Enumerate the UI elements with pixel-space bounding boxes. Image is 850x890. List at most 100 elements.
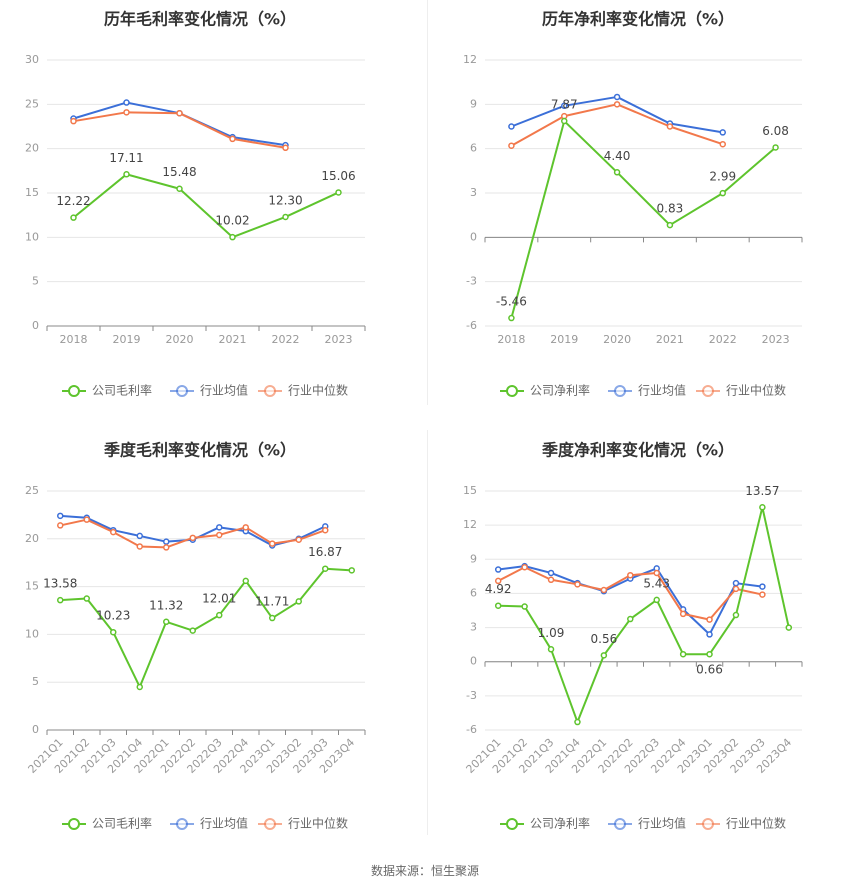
y-tick-label: 15 bbox=[463, 484, 477, 497]
data-point-average bbox=[57, 512, 64, 520]
series-line-company bbox=[498, 506, 790, 724]
legend-label: 公司净利率 bbox=[530, 383, 590, 398]
y-tick-label: 20 bbox=[25, 532, 39, 545]
legend-item-median: 行业中位数 bbox=[696, 816, 786, 831]
series-line-median bbox=[73, 111, 286, 149]
data-point-median bbox=[269, 540, 276, 547]
data-point-median bbox=[574, 581, 581, 588]
data-point-company bbox=[666, 221, 674, 229]
data-point-company bbox=[163, 618, 170, 626]
legend-label: 行业中位数 bbox=[288, 816, 348, 831]
data-point-company bbox=[627, 615, 634, 623]
data-point-median bbox=[547, 576, 555, 584]
x-tick-label: 2023 bbox=[325, 333, 353, 346]
series-line-average bbox=[73, 101, 286, 147]
data-point-company bbox=[335, 189, 342, 196]
legend-label: 公司净利率 bbox=[530, 816, 590, 831]
data-point-median bbox=[494, 577, 502, 585]
y-tick-label: 9 bbox=[470, 552, 477, 565]
data-point-average bbox=[759, 583, 766, 590]
data-point-median bbox=[123, 109, 130, 116]
data-point-company bbox=[719, 189, 726, 197]
x-tick-label: 2022 bbox=[709, 333, 737, 346]
data-point-company bbox=[70, 214, 77, 221]
data-point-company bbox=[759, 504, 766, 511]
data-point-average bbox=[216, 524, 223, 531]
data-point-median bbox=[57, 522, 64, 529]
y-tick-label: 10 bbox=[25, 627, 39, 640]
vertical-divider-top bbox=[427, 0, 428, 405]
legend-swatch-marker bbox=[68, 818, 80, 830]
data-point-median bbox=[322, 526, 329, 534]
data-point-median bbox=[242, 524, 249, 531]
y-tick-label: 5 bbox=[32, 275, 39, 288]
legend-swatch-marker bbox=[506, 818, 518, 830]
x-tick-label: 2023 bbox=[762, 333, 790, 346]
data-point-company bbox=[295, 598, 302, 605]
data-label: 1.09 bbox=[538, 626, 565, 640]
data-point-average bbox=[136, 532, 143, 540]
data-label: 0.83 bbox=[657, 202, 684, 216]
y-tick-label: 12 bbox=[463, 518, 477, 531]
y-tick-label: -3 bbox=[466, 275, 477, 288]
data-point-median bbox=[110, 528, 117, 536]
data-point-median bbox=[163, 544, 170, 551]
data-point-average bbox=[561, 102, 568, 110]
legend-item-company: 公司净利率 bbox=[500, 383, 590, 398]
data-point-company bbox=[653, 596, 660, 604]
y-tick-label: 15 bbox=[25, 580, 39, 593]
data-point-company bbox=[322, 565, 329, 572]
y-tick-label: 0 bbox=[32, 319, 39, 332]
series-line-company bbox=[60, 567, 352, 688]
data-point-average bbox=[163, 538, 170, 545]
data-point-median bbox=[282, 144, 289, 152]
legend-item-average: 行业均值 bbox=[170, 383, 248, 398]
data-label: 4.40 bbox=[604, 149, 631, 163]
data-point-median bbox=[189, 534, 196, 542]
chart-annual-gross: 历年毛利率变化情况（%） 0 5 10 15 20 25 30 2018 2019 2020 2021… bbox=[25, 10, 366, 398]
data-point-median bbox=[216, 531, 223, 539]
x-tick-label: 2022 bbox=[272, 333, 300, 346]
chart-title: 季度净利率变化情况（%） bbox=[541, 441, 734, 460]
x-tick-label: 2020 bbox=[166, 333, 194, 346]
data-point-median bbox=[508, 142, 515, 149]
data-label: -5.46 bbox=[496, 295, 527, 309]
data-point-company bbox=[136, 683, 143, 691]
data-point-company bbox=[772, 144, 779, 151]
data-label: 2.99 bbox=[709, 170, 736, 184]
data-label: 15.48 bbox=[162, 165, 196, 179]
data-label: 12.01 bbox=[202, 592, 236, 606]
y-tick-label: 6 bbox=[470, 586, 477, 599]
data-label: 10.02 bbox=[215, 214, 249, 228]
data-point-company bbox=[494, 602, 502, 609]
data-point-company bbox=[269, 614, 276, 622]
x-tick-label: 2019 bbox=[550, 333, 578, 346]
data-point-median bbox=[70, 117, 77, 125]
y-tick-label: 6 bbox=[470, 142, 477, 155]
y-tick-label: 15 bbox=[25, 186, 39, 199]
data-point-company bbox=[732, 611, 740, 619]
data-point-company bbox=[600, 652, 608, 659]
data-point-median bbox=[600, 586, 608, 594]
data-label: 0.56 bbox=[591, 632, 618, 646]
data-label: 11.32 bbox=[149, 598, 183, 612]
legend-label: 行业均值 bbox=[638, 383, 686, 398]
legend-item-company: 公司净利率 bbox=[500, 816, 590, 831]
legend-label: 行业均值 bbox=[200, 816, 248, 831]
legend-swatch-marker bbox=[68, 385, 80, 397]
data-point-company bbox=[189, 627, 196, 634]
legend-label: 公司毛利率 bbox=[92, 816, 152, 831]
data-point-company bbox=[123, 171, 130, 178]
data-point-median bbox=[83, 516, 90, 523]
legend-item-average: 行业均值 bbox=[608, 383, 686, 398]
data-point-median bbox=[229, 135, 236, 143]
legend-label: 公司毛利率 bbox=[92, 383, 152, 398]
legend-swatch-marker bbox=[702, 385, 714, 397]
series-line-median bbox=[510, 103, 724, 147]
legend-swatch-marker bbox=[176, 385, 188, 397]
data-point-company bbox=[176, 185, 183, 192]
y-tick-label: 0 bbox=[470, 230, 477, 243]
data-label: 16.87 bbox=[308, 545, 342, 559]
data-point-median bbox=[679, 610, 687, 618]
data-label: 5.43 bbox=[643, 576, 670, 590]
